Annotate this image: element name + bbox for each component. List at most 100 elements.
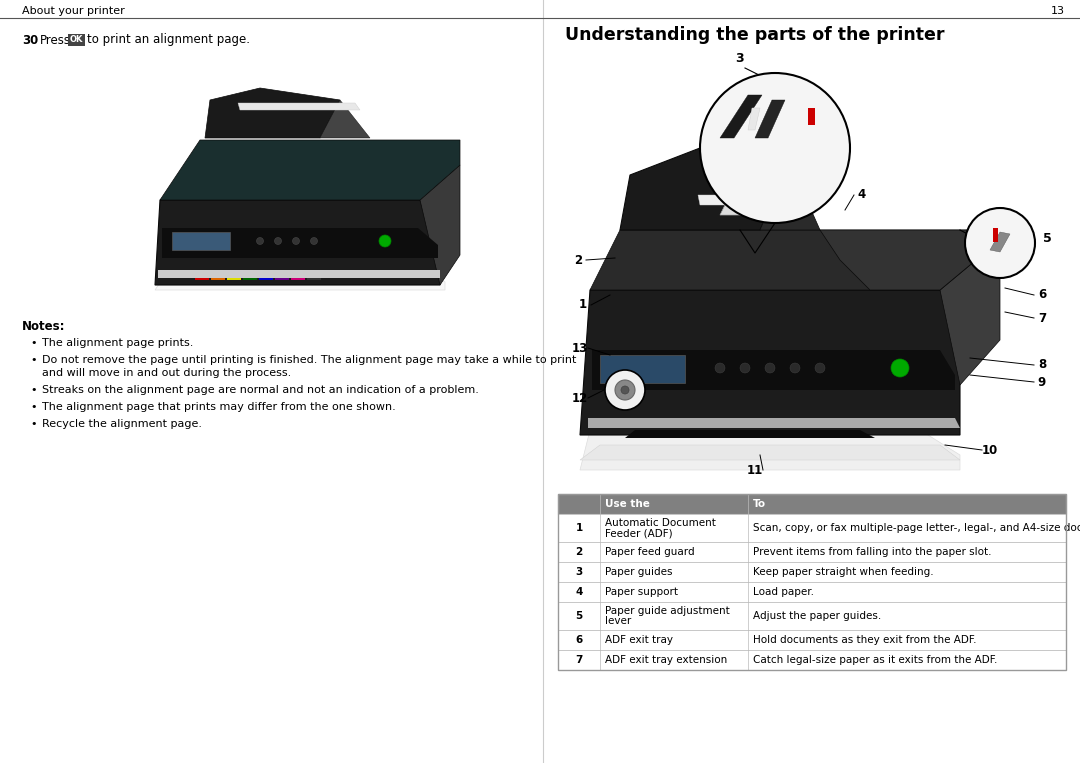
Polygon shape (275, 271, 289, 280)
Text: Hold documents as they exit from the ADF.: Hold documents as they exit from the ADF… (753, 635, 976, 645)
Text: Prevent items from falling into the paper slot.: Prevent items from falling into the pape… (753, 547, 991, 557)
Polygon shape (211, 271, 225, 280)
Circle shape (605, 370, 645, 410)
Circle shape (621, 386, 629, 394)
Text: Do not remove the page until printing is finished. The alignment page may take a: Do not remove the page until printing is… (42, 355, 577, 365)
Text: •: • (30, 419, 37, 429)
FancyBboxPatch shape (558, 602, 1066, 630)
Text: 13: 13 (1051, 6, 1065, 16)
Text: About your printer: About your printer (22, 6, 125, 16)
Polygon shape (158, 270, 440, 278)
FancyBboxPatch shape (558, 494, 1066, 514)
Circle shape (891, 359, 909, 377)
Circle shape (815, 363, 825, 373)
Polygon shape (748, 108, 760, 130)
Polygon shape (720, 95, 762, 138)
Text: •: • (30, 402, 37, 412)
Polygon shape (580, 290, 960, 435)
FancyBboxPatch shape (558, 542, 1066, 562)
FancyBboxPatch shape (172, 232, 230, 250)
Polygon shape (580, 430, 960, 470)
Polygon shape (162, 228, 438, 258)
Text: Automatic Document: Automatic Document (605, 517, 716, 527)
Text: Paper feed guard: Paper feed guard (605, 547, 694, 557)
Text: To: To (753, 499, 766, 509)
Text: 1: 1 (579, 298, 588, 311)
Text: 7: 7 (576, 655, 583, 665)
Polygon shape (698, 195, 789, 205)
FancyBboxPatch shape (558, 562, 1066, 582)
Text: 1: 1 (576, 523, 582, 533)
Text: Paper guides: Paper guides (605, 567, 673, 577)
Circle shape (765, 363, 775, 373)
Text: •: • (30, 355, 37, 365)
Polygon shape (307, 271, 321, 280)
Text: Adjust the paper guides.: Adjust the paper guides. (753, 611, 881, 621)
Text: Keep paper straight when feeding.: Keep paper straight when feeding. (753, 567, 933, 577)
Polygon shape (238, 103, 360, 110)
Polygon shape (720, 195, 770, 215)
Circle shape (274, 237, 282, 244)
Text: 4: 4 (858, 188, 866, 201)
Text: 9: 9 (1038, 375, 1047, 388)
Circle shape (379, 235, 391, 247)
Text: •: • (30, 385, 37, 395)
Text: 11: 11 (747, 463, 764, 477)
Polygon shape (259, 271, 273, 280)
Polygon shape (975, 220, 1010, 240)
Polygon shape (320, 100, 370, 138)
Text: and will move in and out during the process.: and will move in and out during the proc… (42, 368, 292, 378)
Polygon shape (227, 271, 241, 280)
Text: Use the: Use the (605, 499, 650, 509)
Polygon shape (205, 88, 340, 138)
Polygon shape (625, 430, 875, 438)
Circle shape (257, 237, 264, 244)
Polygon shape (156, 200, 440, 285)
Text: Feeder (ADF): Feeder (ADF) (605, 529, 673, 539)
Text: 2: 2 (576, 547, 582, 557)
Text: Streaks on the alignment page are normal and not an indication of a problem.: Streaks on the alignment page are normal… (42, 385, 478, 395)
Text: Paper support: Paper support (605, 587, 678, 597)
Text: Catch legal-size paper as it exits from the ADF.: Catch legal-size paper as it exits from … (753, 655, 997, 665)
FancyBboxPatch shape (558, 514, 1066, 542)
Text: ADF exit tray: ADF exit tray (605, 635, 673, 645)
Text: 12: 12 (572, 391, 589, 404)
Text: 3: 3 (576, 567, 582, 577)
Text: 5: 5 (1043, 231, 1052, 244)
Polygon shape (195, 271, 210, 280)
Polygon shape (590, 230, 1000, 290)
Text: Notes:: Notes: (22, 320, 66, 333)
Text: to print an alignment page.: to print an alignment page. (87, 34, 249, 47)
Polygon shape (820, 230, 1000, 290)
Text: 30: 30 (22, 34, 38, 47)
Text: The alignment page that prints may differ from the one shown.: The alignment page that prints may diffe… (42, 402, 395, 412)
FancyBboxPatch shape (558, 650, 1066, 670)
Text: 10: 10 (982, 443, 998, 456)
Text: 13: 13 (572, 342, 589, 355)
Text: Scan, copy, or fax multiple-page letter-, legal-, and A4-size documents.: Scan, copy, or fax multiple-page letter-… (753, 523, 1080, 533)
Text: Load paper.: Load paper. (753, 587, 814, 597)
Circle shape (700, 73, 850, 223)
Polygon shape (592, 350, 955, 390)
Text: 3: 3 (735, 52, 744, 65)
Text: 8: 8 (1038, 359, 1047, 372)
Text: 4: 4 (576, 587, 583, 597)
Text: Understanding the parts of the printer: Understanding the parts of the printer (565, 26, 945, 44)
Polygon shape (588, 418, 960, 428)
Polygon shape (580, 445, 960, 460)
Text: 5: 5 (576, 611, 582, 621)
Polygon shape (420, 165, 460, 285)
Polygon shape (755, 100, 785, 138)
Circle shape (293, 237, 299, 244)
Circle shape (311, 237, 318, 244)
Text: •: • (30, 338, 37, 348)
Polygon shape (993, 228, 998, 242)
Polygon shape (940, 240, 1000, 385)
Polygon shape (160, 140, 460, 200)
Text: Paper guide adjustment: Paper guide adjustment (605, 606, 730, 616)
Text: lever: lever (605, 617, 631, 626)
Circle shape (740, 363, 750, 373)
Text: 6: 6 (576, 635, 582, 645)
Circle shape (966, 208, 1035, 278)
Circle shape (615, 380, 635, 400)
